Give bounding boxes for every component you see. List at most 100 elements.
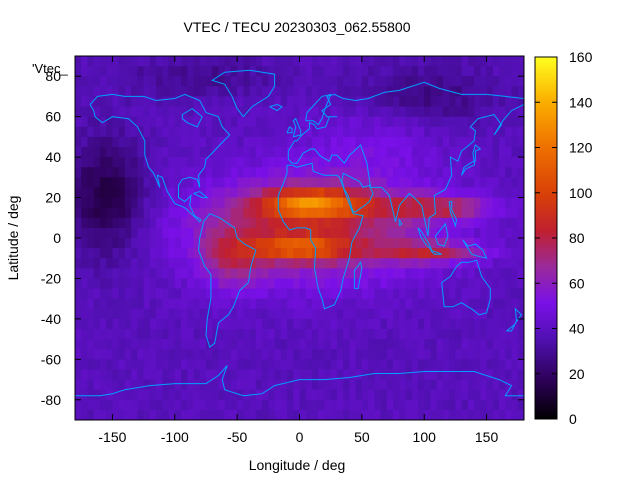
heatmap-cell: [411, 136, 419, 148]
heatmap-cell: [474, 56, 481, 67]
heatmap-cell: [93, 329, 101, 340]
heatmap-cell: [93, 157, 101, 168]
heatmap-cell: [411, 217, 419, 229]
heatmap-cell: [467, 369, 475, 381]
heatmap-cell: [237, 298, 244, 310]
heatmap-cell: [99, 76, 107, 87]
heatmap-cell: [417, 318, 425, 330]
heatmap-cell: [411, 147, 419, 158]
heatmap-cell: [174, 318, 182, 330]
heatmap-cell: [374, 167, 382, 178]
heatmap-cell: [181, 167, 188, 178]
heatmap-cell: [93, 318, 101, 330]
heatmap-cell: [124, 318, 132, 330]
heatmap-cell: [237, 217, 244, 229]
heatmap-cell: [467, 187, 475, 199]
heatmap-cell: [424, 349, 432, 360]
heatmap-cell: [143, 96, 151, 108]
heatmap-cell: [237, 66, 244, 77]
heatmap-cell: [230, 86, 238, 98]
heatmap-cell: [511, 308, 519, 320]
heatmap-cell: [467, 147, 475, 158]
heatmap-cell: [137, 56, 145, 67]
heatmap-cell: [174, 66, 182, 77]
heatmap-cell: [436, 369, 444, 381]
heatmap-cell: [305, 227, 313, 239]
heatmap-cell: [399, 66, 407, 77]
heatmap-cell: [87, 136, 95, 148]
heatmap-cell: [374, 106, 382, 118]
heatmap-cell: [212, 96, 220, 108]
heatmap-cell: [287, 349, 294, 360]
heatmap-cell: [455, 329, 463, 340]
heatmap-cell: [143, 147, 151, 158]
heatmap-cell: [174, 238, 182, 249]
heatmap-cell: [424, 177, 432, 189]
heatmap-cell: [205, 86, 213, 98]
heatmap-cell: [480, 116, 488, 128]
heatmap-cell: [212, 227, 220, 239]
heatmap-cell: [268, 329, 276, 340]
heatmap-cell: [305, 258, 313, 269]
heatmap-cell: [255, 238, 263, 249]
heatmap-cell: [305, 369, 313, 381]
heatmap-cell: [449, 359, 457, 371]
heatmap-cell: [287, 399, 294, 411]
heatmap-cell: [106, 106, 114, 118]
heatmap-cell: [461, 298, 469, 310]
heatmap-cell: [224, 136, 232, 148]
heatmap-cell: [112, 217, 120, 229]
heatmap-cell: [87, 329, 95, 340]
heatmap-cell: [417, 187, 425, 199]
heatmap-cell: [318, 329, 326, 340]
heatmap-cell: [449, 298, 457, 310]
heatmap-cell: [205, 389, 213, 401]
heatmap-cell: [511, 96, 519, 108]
heatmap-cell: [124, 329, 132, 340]
heatmap-cell: [149, 96, 157, 108]
heatmap-cell: [293, 207, 301, 219]
heatmap-cell: [249, 86, 257, 98]
colorbar-tick-label: 80: [569, 230, 585, 246]
heatmap-cell: [268, 126, 276, 138]
heatmap-cell: [424, 207, 432, 219]
heatmap-cell: [405, 126, 413, 138]
heatmap-cell: [405, 409, 413, 420]
heatmap-cell: [492, 66, 500, 77]
heatmap-cell: [324, 308, 332, 320]
heatmap-cell: [93, 339, 101, 350]
heatmap-cell: [293, 369, 301, 381]
heatmap-cell: [162, 278, 170, 290]
heatmap-cell: [393, 379, 400, 391]
heatmap-cell: [205, 349, 213, 360]
heatmap-cell: [511, 238, 519, 249]
heatmap-cell: [517, 248, 524, 259]
heatmap-cell: [262, 126, 269, 138]
heatmap-cell: [299, 86, 307, 98]
heatmap-cell: [436, 217, 444, 229]
heatmap-cell: [124, 238, 132, 249]
heatmap-cell: [311, 379, 319, 391]
heatmap-cell: [87, 308, 95, 320]
heatmap-cell: [287, 126, 294, 138]
heatmap-cell: [336, 238, 344, 249]
heatmap-cell: [212, 207, 220, 219]
heatmap-cell: [417, 197, 425, 209]
heatmap-cell: [411, 177, 419, 189]
heatmap-cell: [405, 167, 413, 178]
heatmap-cell: [399, 177, 407, 189]
australia-coastline: [441, 259, 491, 316]
heatmap-cell: [224, 227, 232, 239]
heatmap-cell: [168, 197, 176, 209]
heatmap-cell: [106, 268, 114, 280]
heatmap-cell: [505, 177, 513, 189]
heatmap-cell: [193, 86, 201, 98]
heatmap-cell: [255, 399, 263, 411]
heatmap-cell: [449, 399, 457, 411]
heatmap-cell: [224, 288, 232, 300]
heatmap-cell: [212, 349, 220, 360]
heatmap-cell: [424, 157, 432, 168]
heatmap-cell: [99, 278, 107, 290]
heatmap-cell: [380, 106, 388, 118]
heatmap-cell: [449, 329, 457, 340]
